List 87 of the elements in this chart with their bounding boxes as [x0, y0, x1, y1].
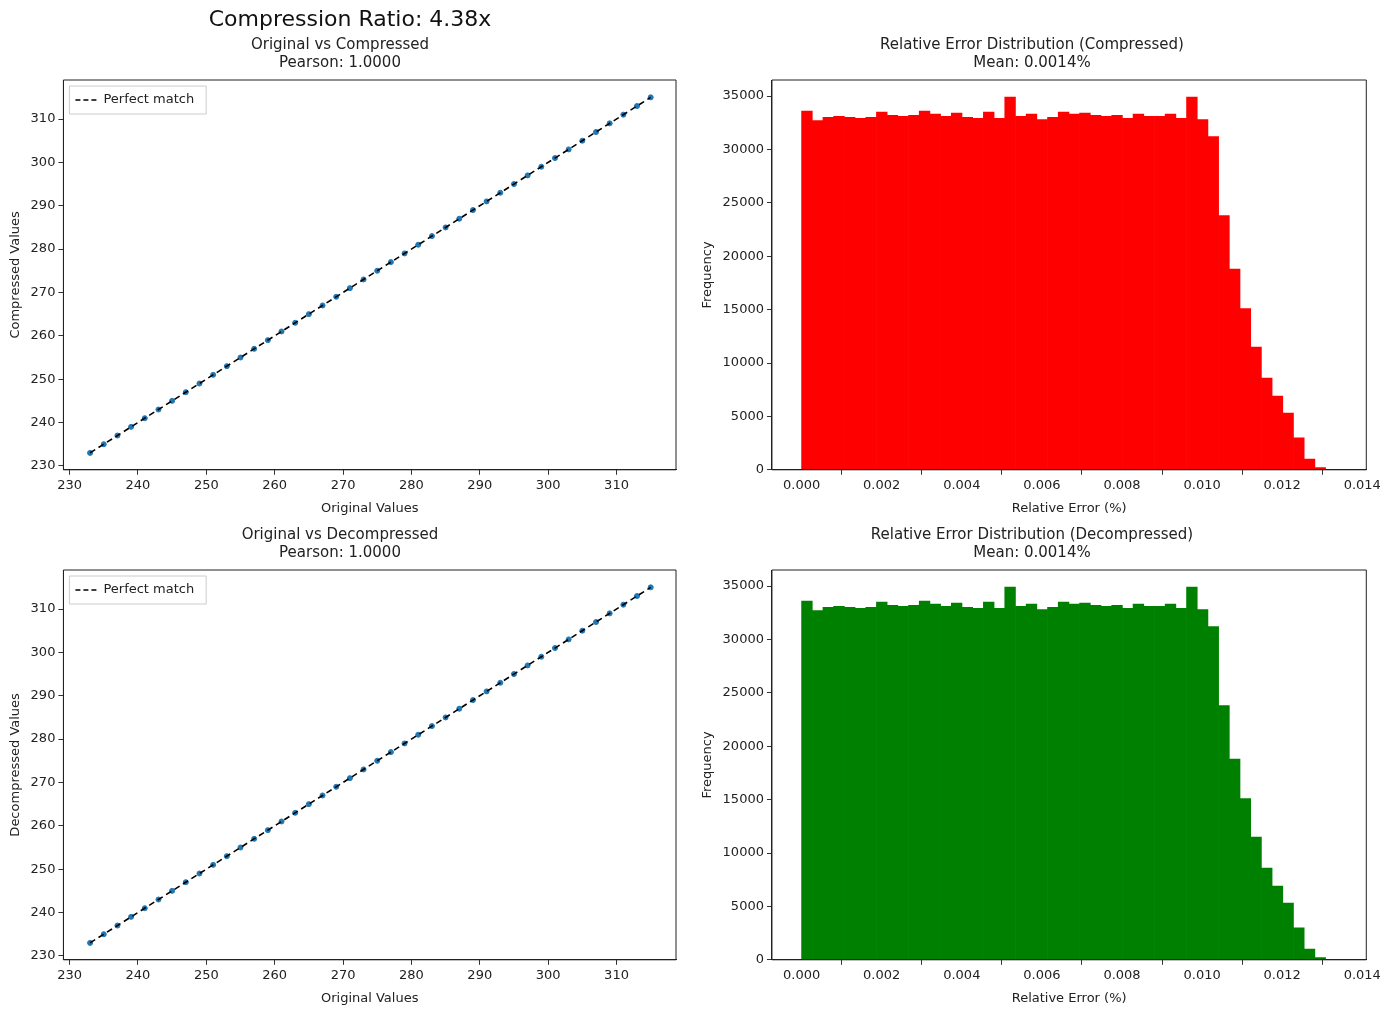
x-tick-label: 300: [535, 476, 561, 492]
x-tick-label: 270: [330, 966, 356, 982]
y-tick-label: 10000: [722, 354, 764, 370]
y-tick-label: 5000: [730, 407, 764, 423]
x-tick-label: 310: [604, 966, 629, 982]
x-tick-label: 270: [330, 476, 356, 492]
y-tick-label: 35000: [722, 87, 764, 103]
y-tick-label: 290: [30, 687, 56, 703]
y-axis-title: Decompressed Values: [7, 692, 23, 837]
y-axis-title: Frequency: [699, 731, 715, 799]
y-tick-label: 270: [30, 283, 56, 299]
x-tick-label: 230: [57, 476, 82, 492]
x-tick-label: 0.008: [1103, 476, 1141, 492]
x-tick-label: 0.000: [782, 966, 821, 982]
x-tick-label: 0.000: [782, 476, 821, 492]
y-axis-title: Frequency: [699, 241, 715, 309]
x-tick-label: 0.010: [1183, 476, 1221, 492]
chart-title: Relative Error Distribution (Compressed): [880, 34, 1184, 53]
x-tick-label: 0.010: [1183, 966, 1221, 982]
y-tick-label: 0: [755, 951, 764, 967]
y-tick-label: 280: [30, 240, 56, 256]
x-axis-title: Original Values: [320, 499, 419, 515]
x-tick-label: 0.012: [1263, 476, 1301, 492]
chart-title: Original vs Decompressed: [241, 524, 439, 543]
y-tick-label: 250: [30, 860, 56, 876]
x-tick-label: 250: [193, 476, 219, 492]
x-tick-label: 0.002: [863, 966, 901, 982]
y-tick-label: 290: [30, 197, 56, 213]
chart-title: Original vs Compressed: [250, 34, 430, 53]
chart-title: Relative Error Distribution (Decompressed): [870, 524, 1194, 543]
x-tick-label: 0.004: [943, 966, 981, 982]
y-tick-label: 230: [30, 947, 56, 963]
x-tick-label: 250: [193, 966, 219, 982]
x-tick-label: 260: [262, 476, 288, 492]
x-tick-label: 0.014: [1343, 476, 1381, 492]
x-tick-label: 0.008: [1103, 966, 1141, 982]
chart-subtitle: Mean: 0.0014%: [973, 52, 1091, 71]
y-tick-label: 15000: [722, 300, 764, 316]
y-tick-label: 30000: [722, 140, 764, 156]
x-tick-label: 310: [604, 476, 629, 492]
y-axis-title: Compressed Values: [7, 210, 23, 339]
y-tick-label: 300: [30, 643, 56, 659]
y-tick-label: 310: [30, 600, 56, 616]
y-tick-label: 15000: [722, 790, 764, 806]
x-axis-title: Relative Error (%): [1011, 499, 1127, 515]
x-tick-label: 290: [467, 476, 493, 492]
y-tick-label: 10000: [722, 844, 764, 860]
y-tick-label: 240: [30, 903, 56, 919]
y-tick-label: 25000: [722, 194, 764, 210]
y-tick-label: 5000: [730, 897, 764, 913]
x-tick-label: 300: [535, 966, 561, 982]
y-tick-label: 240: [30, 413, 56, 429]
x-tick-label: 230: [57, 966, 82, 982]
x-tick-label: 0.012: [1263, 966, 1301, 982]
y-tick-label: 35000: [722, 577, 764, 593]
y-tick-label: 0: [755, 461, 764, 477]
y-tick-label: 230: [30, 457, 56, 473]
y-tick-label: 20000: [722, 247, 764, 263]
legend-label: Perfect match: [103, 91, 195, 107]
text: Compression Ratio: 4.38x: [207, 6, 493, 31]
x-tick-label: 280: [399, 476, 424, 492]
x-tick-label: 280: [399, 966, 424, 982]
y-tick-label: 20000: [722, 737, 764, 753]
y-tick-label: 260: [30, 327, 56, 343]
x-tick-label: 0.006: [1023, 476, 1061, 492]
x-tick-label: 290: [467, 966, 493, 982]
chart-subtitle: Pearson: 1.0000: [279, 52, 401, 71]
y-tick-label: 260: [30, 817, 56, 833]
y-tick-label: 250: [30, 370, 56, 386]
x-tick-label: 240: [125, 966, 151, 982]
x-tick-label: 0.002: [863, 476, 901, 492]
y-tick-label: 25000: [722, 684, 764, 700]
legend-label: Perfect match: [103, 581, 195, 597]
x-tick-label: 0.006: [1023, 966, 1061, 982]
y-tick-label: 280: [30, 730, 56, 746]
x-axis-title: Relative Error (%): [1011, 989, 1127, 1005]
x-tick-label: 260: [262, 966, 288, 982]
chart-subtitle: Mean: 0.0014%: [973, 542, 1091, 561]
chart-subtitle: Pearson: 1.0000: [279, 542, 401, 561]
x-axis-title: Original Values: [320, 989, 419, 1005]
y-tick-label: 30000: [722, 630, 764, 646]
x-tick-label: 240: [125, 476, 151, 492]
x-tick-label: 0.004: [943, 476, 981, 492]
y-tick-label: 310: [30, 110, 56, 126]
x-tick-label: 0.014: [1343, 966, 1381, 982]
y-tick-label: 270: [30, 773, 56, 789]
y-tick-label: 300: [30, 153, 56, 169]
